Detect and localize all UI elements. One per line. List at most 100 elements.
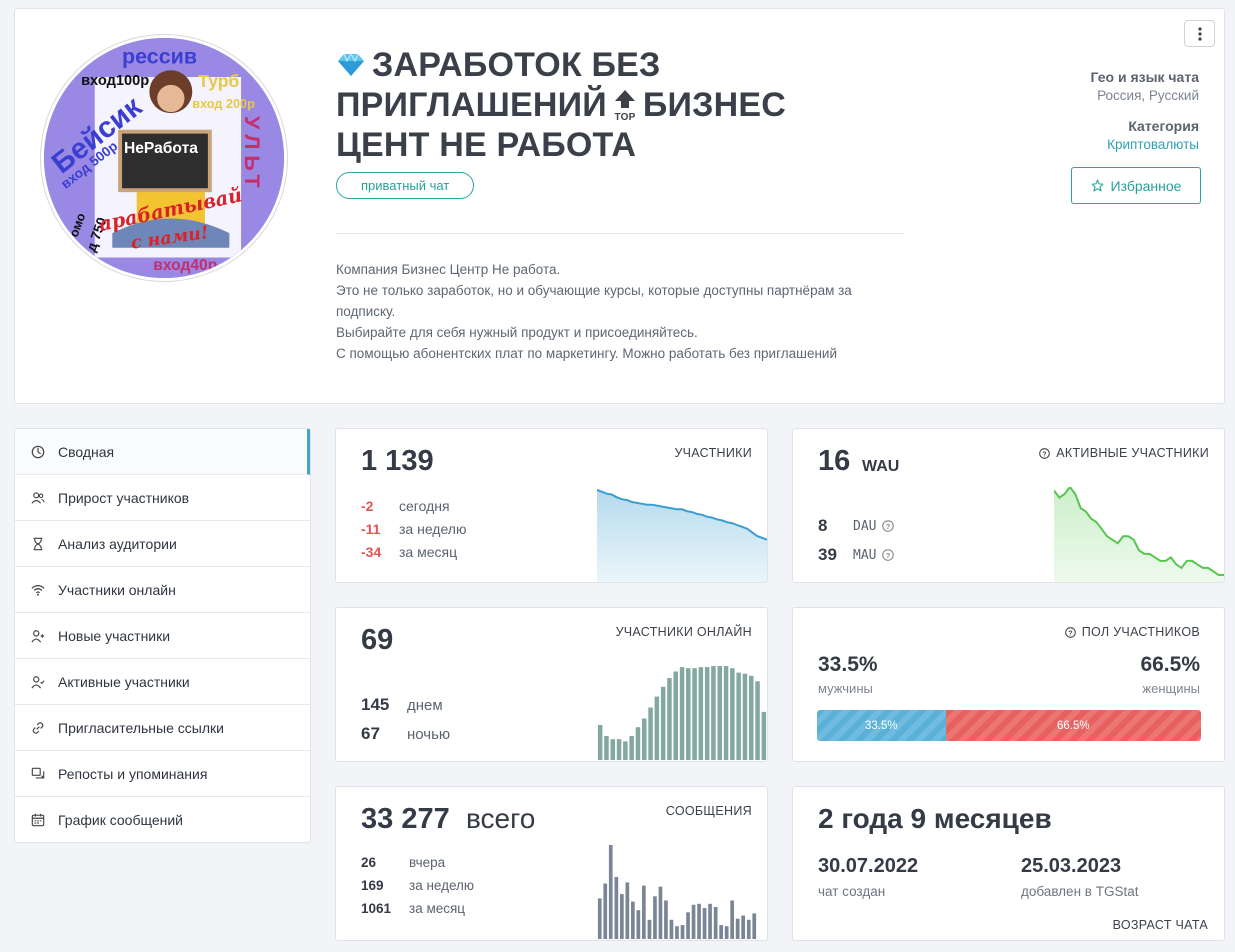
messages-yesterday-row: 26 вчера	[361, 855, 445, 870]
online-bar	[623, 741, 628, 760]
messages-bar	[724, 926, 729, 939]
avatar-text: НеРабота	[124, 140, 198, 157]
description-line: Это не только заработок, но и обучающие …	[336, 283, 852, 319]
chat-description: Компания Бизнес Центр Не работа. Это не …	[336, 259, 896, 364]
messages-bar	[636, 910, 641, 939]
sidebar-item-label: Репосты и упоминания	[58, 765, 208, 782]
avatar-text: УЛЬТ	[240, 116, 264, 193]
online-bar	[635, 727, 641, 760]
online-bar	[629, 736, 634, 760]
messages-bar	[741, 915, 745, 939]
sidebar-item-online[interactable]: Участники онлайн	[15, 567, 310, 613]
messages-bar	[691, 904, 696, 939]
chat-age: 2 года 9 месяцев	[818, 803, 1052, 834]
avatar-text: рессив	[122, 44, 197, 68]
online-bar	[686, 668, 691, 760]
online-bar	[704, 667, 710, 760]
messages-caption: СООБЩЕНИЯ	[665, 804, 752, 818]
messages-bar	[625, 882, 630, 939]
divider	[336, 233, 904, 234]
online-bar	[692, 668, 697, 760]
chat-age-caption: ВОЗРАСТ ЧАТА	[1112, 918, 1208, 932]
chat-type-badge[interactable]: приватный чат	[336, 172, 475, 199]
messages-value: 169	[361, 878, 384, 893]
messages-bar	[658, 886, 663, 939]
sidebar-item-invite-links[interactable]: Пригласительные ссылки	[15, 705, 310, 751]
sidebar-item-audience[interactable]: Анализ аудитории	[15, 521, 310, 567]
category-link[interactable]: Криптовалюты	[1107, 137, 1199, 152]
geo-label: Гео и язык чата	[1090, 69, 1200, 85]
help-icon[interactable]: ?	[1039, 447, 1051, 459]
sidebar-item-messages-chart[interactable]: График сообщений	[15, 797, 310, 843]
sidebar-item-growth[interactable]: Прирост участников	[15, 475, 310, 521]
sidebar-item-summary[interactable]: Сводная	[15, 429, 310, 475]
active-trend-line	[1054, 487, 1224, 576]
members-trend-chart	[597, 489, 767, 582]
messages-bar	[746, 919, 751, 939]
male-percent: 33.5%	[818, 653, 878, 676]
active-trend-area	[1054, 487, 1224, 582]
sidebar-item-label: Прирост участников	[58, 489, 190, 506]
online-bar	[616, 739, 622, 760]
chat-title-part1: ЗАРАБОТОК БЕЗ ПРИГЛАШЕНИЙ	[336, 46, 661, 124]
messages-total-label: всего	[466, 803, 536, 834]
online-bar	[673, 671, 678, 760]
members-trend-area	[597, 490, 767, 582]
users-icon	[31, 491, 45, 504]
added-date: 25.03.2023	[1021, 855, 1122, 877]
online-bar	[717, 666, 722, 760]
sidebar-item-reposts[interactable]: Репосты и упоминания	[15, 751, 310, 797]
messages-bar	[719, 925, 723, 939]
svg-text:?: ?	[886, 522, 891, 531]
messages-bar	[653, 896, 657, 939]
messages-total: 33 277	[361, 803, 450, 835]
messages-bar	[669, 919, 674, 939]
sidebar-item-new-members[interactable]: Новые участники	[15, 613, 310, 659]
messages-month-row: 1061 за месяц	[361, 901, 465, 916]
more-options-button[interactable]	[1184, 20, 1215, 47]
category-label: Категория	[1128, 118, 1199, 134]
gender-caption: ? ПОЛ УЧАСТНИКОВ	[1064, 625, 1200, 639]
dau-row: 8 DAU?	[818, 516, 895, 536]
wifi-icon	[31, 584, 45, 596]
messages-bar	[713, 907, 718, 939]
messages-bar	[608, 845, 613, 939]
help-icon[interactable]: ?	[1064, 626, 1076, 638]
messages-bar	[603, 883, 608, 939]
help-icon[interactable]: ?	[882, 520, 895, 532]
messages-label: за неделю	[409, 878, 475, 893]
messages-label: за месяц	[409, 901, 466, 916]
mau-value: 39	[818, 545, 837, 564]
active-members-card: 16 WAU ? АКТИВНЫЕ УЧАСТНИКИ 8 DAU? 39 MAU?	[792, 428, 1225, 583]
dashboard-icon	[31, 445, 45, 458]
avatar-text: Турб	[198, 71, 239, 91]
online-bar	[742, 673, 748, 760]
top-arrow-icon: TOP	[614, 90, 635, 122]
online-bar	[749, 675, 754, 760]
sidebar-item-label: Сводная	[58, 443, 115, 460]
members-caption: УЧАСТНИКИ	[674, 446, 752, 460]
online-night-label: ночью	[407, 725, 451, 743]
change-value: -34	[361, 544, 382, 560]
members-card: 1 139 УЧАСТНИКИ -2 сегодня -11 за неделю -…	[335, 428, 768, 583]
favorite-button[interactable]: Избранное	[1071, 167, 1201, 204]
online-bar	[642, 718, 647, 760]
svg-text:?: ?	[886, 551, 891, 560]
online-bar	[679, 667, 685, 760]
avatar-text: вход 200р	[192, 97, 255, 111]
messages-bar	[735, 918, 740, 939]
online-bar	[730, 668, 735, 760]
created-date: 30.07.2022	[818, 855, 919, 877]
avatar-text: вход40р	[153, 257, 217, 274]
sidebar-item-label: Анализ аудитории	[58, 535, 177, 552]
help-icon[interactable]: ?	[882, 549, 895, 561]
user-plus-icon	[31, 629, 45, 642]
sidebar-item-active-members[interactable]: Активные участники	[15, 659, 310, 705]
messages-bar	[680, 925, 685, 939]
messages-bar	[664, 900, 668, 939]
description-line: Выбирайте для себя нужный продукт и прис…	[336, 325, 698, 340]
online-bar	[660, 686, 666, 760]
male-segment: 33.5%	[817, 710, 946, 741]
messages-bar	[730, 900, 734, 939]
online-bar	[654, 696, 660, 760]
